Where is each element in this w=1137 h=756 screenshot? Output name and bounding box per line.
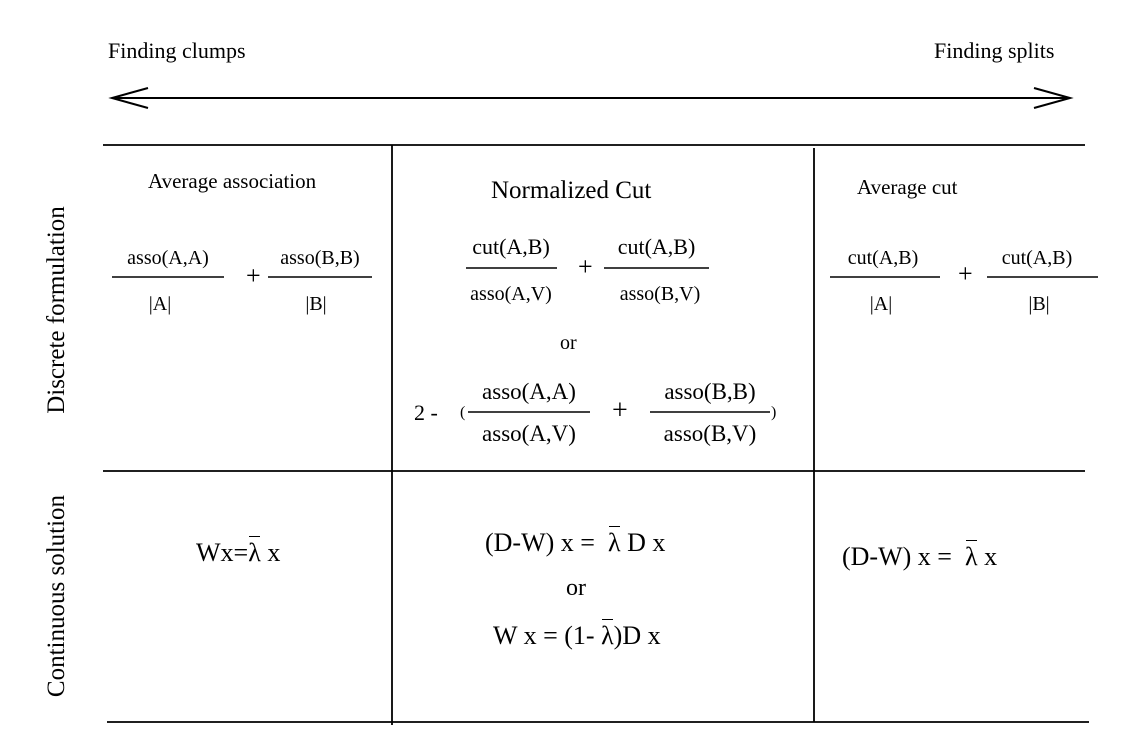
ac-continuous-solution: (D-W) x = λ x: [842, 540, 998, 571]
ac-plus: +: [958, 259, 973, 288]
finding-splits-label: Finding splits: [934, 38, 1055, 63]
lambda-bar-symbol: λ: [601, 619, 614, 650]
row-label-discrete: Discrete formulation: [43, 206, 70, 414]
ac-denominator-2: |B|: [1028, 293, 1050, 315]
nc-numerator-2: cut(A,B): [617, 234, 696, 259]
nc-solution1-right: D x: [627, 528, 666, 557]
average-cut-title: Average cut: [857, 175, 958, 199]
nc-plus: +: [578, 252, 593, 281]
finding-clumps-label: Finding clumps: [108, 38, 246, 63]
aa-numerator-2: asso(B,B): [280, 247, 360, 269]
nc-solution2-left: W x = (1-: [493, 621, 595, 650]
lambda-bar-symbol: λ: [964, 540, 978, 571]
nc-prefix: 2 -: [414, 400, 438, 425]
nc-numerator-4: asso(B,B): [664, 379, 756, 404]
lambda-bar-symbol: λ: [607, 526, 621, 557]
aa-denominator-1: |A|: [148, 293, 172, 315]
nc-or-discrete: or: [560, 332, 577, 354]
aa-solution-right: x: [267, 538, 281, 567]
nc-solution2-right: )D x: [613, 621, 661, 650]
nc-or-continuous: or: [566, 575, 586, 601]
fraction-bars: [112, 267, 1098, 413]
nc-open-paren: (: [460, 404, 466, 421]
normalized-cut-title: Normalized Cut: [491, 177, 652, 204]
aa-numerator-1: asso(A,A): [127, 247, 209, 269]
nc-denominator-3: asso(A,V): [482, 421, 576, 446]
ac-solution-right: x: [984, 542, 998, 571]
ac-denominator-1: |A|: [869, 293, 893, 315]
row-label-continuous: Continuous solution: [43, 494, 70, 698]
nc-continuous-solution-1: (D-W) x = λ D x: [485, 526, 666, 557]
ac-solution-left: (D-W) x =: [842, 542, 952, 571]
aa-denominator-2: |B|: [305, 293, 327, 315]
nc-numerator-3: asso(A,A): [482, 379, 576, 404]
nc-solution1-left: (D-W) x =: [485, 528, 595, 557]
nc-continuous-solution-2: W x = (1- λ)D x: [493, 619, 661, 650]
nc-denominator-1: asso(A,V): [470, 283, 552, 305]
nc-denominator-4: asso(B,V): [663, 421, 757, 446]
table-grid: [103, 144, 1089, 725]
lambda-bar-symbol: λ: [248, 536, 261, 567]
ac-numerator-1: cut(A,B): [847, 247, 919, 269]
nc-numerator-1: cut(A,B): [472, 234, 550, 259]
aa-plus: +: [246, 261, 261, 290]
nc-close-paren: ): [771, 404, 777, 421]
nc-denominator-2: asso(B,V): [619, 283, 701, 305]
ac-numerator-2: cut(A,B): [1001, 247, 1073, 269]
aa-solution-left: Wx=: [196, 538, 249, 567]
average-association-title: Average association: [148, 169, 317, 193]
spectrum-arrow: [108, 87, 1074, 109]
aa-continuous-solution: Wx=λ x: [196, 536, 281, 567]
nc-plus-2: +: [612, 395, 628, 426]
